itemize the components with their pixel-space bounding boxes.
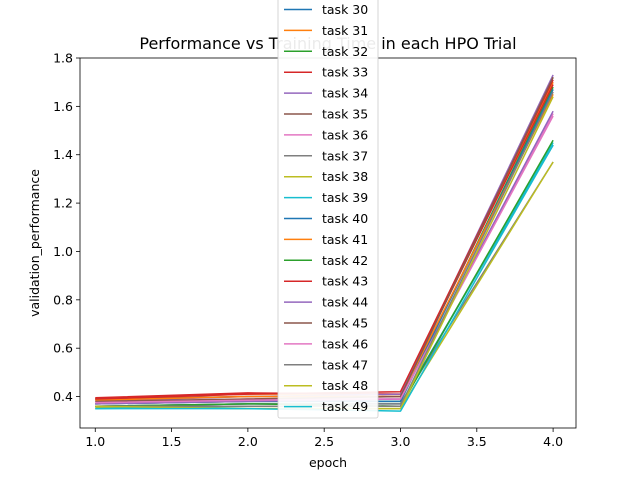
legend-entry: task 39: [322, 190, 368, 205]
legend-entry: task 34: [322, 86, 368, 101]
legend-entry: task 46: [322, 336, 368, 351]
x-tick-label: 2.5: [314, 434, 334, 449]
legend-entry: task 48: [322, 378, 368, 393]
legend-entry: task 33: [322, 65, 368, 80]
legend-entry: task 41: [322, 232, 368, 247]
x-tick-label: 3.5: [467, 434, 487, 449]
legend-entry: task 38: [322, 169, 368, 184]
x-axis-label: epoch: [309, 455, 347, 470]
y-tick-label: 1.2: [53, 196, 73, 211]
legend-entry: task 30: [322, 2, 368, 17]
legend-entry: task 32: [322, 44, 368, 59]
legend-entry: task 40: [322, 211, 368, 226]
x-tick-label: 1.0: [85, 434, 105, 449]
x-tick-label: 1.5: [162, 434, 182, 449]
x-tick-label: 3.0: [391, 434, 411, 449]
x-tick-label: 4.0: [543, 434, 563, 449]
y-tick-label: 1.0: [53, 244, 73, 259]
legend-entry: task 31: [322, 23, 368, 38]
legend-entry: task 37: [322, 148, 368, 163]
y-tick-label: 0.8: [53, 292, 73, 307]
legend-entry: task 49: [322, 399, 368, 414]
y-tick-label: 1.6: [53, 99, 73, 114]
legend-entry: task 35: [322, 107, 368, 122]
legend-entry: task 43: [322, 274, 368, 289]
y-tick-label: 1.8: [53, 51, 73, 66]
x-tick-label: 2.0: [238, 434, 258, 449]
legend: [277, 0, 379, 419]
legend-entry: task 36: [322, 127, 368, 142]
legend-entry: task 47: [322, 357, 368, 372]
y-tick-label: 1.4: [53, 147, 73, 162]
legend-entry: task 45: [322, 316, 368, 331]
y-tick-label: 0.6: [53, 341, 73, 356]
legend-entry: task 42: [322, 253, 368, 268]
legend-entry: task 44: [322, 295, 368, 310]
y-axis-label: validation_performance: [27, 169, 42, 317]
y-tick-label: 0.4: [53, 389, 73, 404]
